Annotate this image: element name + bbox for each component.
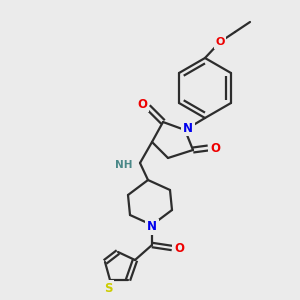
Text: N: N: [183, 122, 193, 134]
Text: O: O: [210, 142, 220, 154]
Text: O: O: [174, 242, 184, 256]
Text: N: N: [147, 220, 157, 233]
Text: S: S: [104, 281, 112, 295]
Text: O: O: [137, 98, 147, 110]
Text: NH: NH: [115, 160, 132, 170]
Text: O: O: [215, 37, 225, 47]
